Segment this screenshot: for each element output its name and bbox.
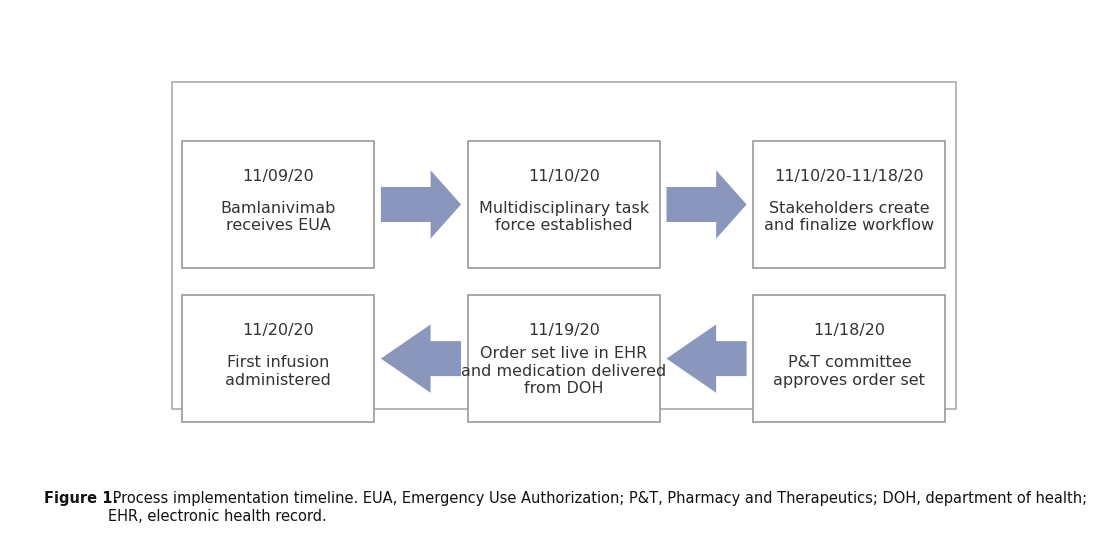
Polygon shape [381,170,461,239]
Text: Stakeholders create
and finalize workflow: Stakeholders create and finalize workflo… [764,201,934,233]
FancyBboxPatch shape [754,295,945,422]
Text: Multidisciplinary task
force established: Multidisciplinary task force established [478,201,649,233]
Text: First infusion
administered: First infusion administered [226,355,331,387]
Polygon shape [667,170,747,239]
FancyBboxPatch shape [754,141,945,268]
FancyBboxPatch shape [468,295,660,422]
FancyBboxPatch shape [183,295,374,422]
Text: 11/18/20: 11/18/20 [813,323,886,338]
Text: 11/10/20: 11/10/20 [528,169,600,184]
Text: 11/10/20-11/18/20: 11/10/20-11/18/20 [774,169,924,184]
Text: Figure 1.: Figure 1. [44,491,118,506]
Text: Process implementation timeline. EUA, Emergency Use Authorization; P&T, Pharmacy: Process implementation timeline. EUA, Em… [108,491,1087,524]
Polygon shape [381,325,461,393]
Text: 11/09/20: 11/09/20 [242,169,314,184]
Polygon shape [667,325,747,393]
Text: Order set live in EHR
and medication delivered
from DOH: Order set live in EHR and medication del… [461,346,667,396]
Text: 11/19/20: 11/19/20 [528,323,600,338]
FancyBboxPatch shape [172,82,956,408]
FancyBboxPatch shape [183,141,374,268]
Text: Bamlanivimab
receives EUA: Bamlanivimab receives EUA [220,201,336,233]
Text: P&T committee
approves order set: P&T committee approves order set [773,355,925,387]
FancyBboxPatch shape [468,141,660,268]
Text: 11/20/20: 11/20/20 [242,323,314,338]
